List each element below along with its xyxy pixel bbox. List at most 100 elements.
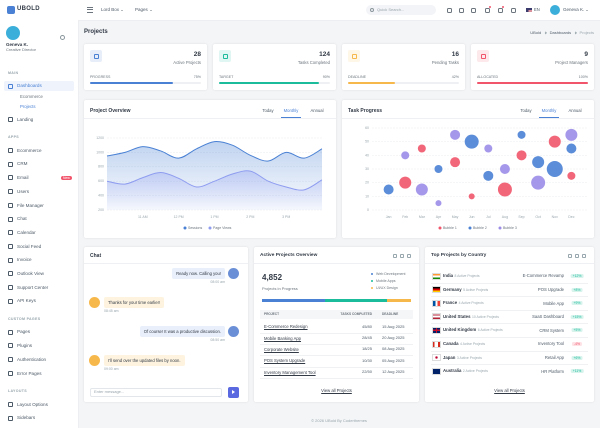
nav-item[interactable]: API Keys bbox=[17, 298, 36, 304]
nav-sub-item[interactable]: Ecommerce bbox=[20, 94, 43, 100]
view-all-link[interactable]: View all Projects bbox=[494, 388, 525, 394]
nav-item[interactable]: Ecommerce bbox=[17, 147, 42, 153]
nav-icon bbox=[8, 202, 13, 208]
user-role: Creative Director bbox=[6, 47, 37, 53]
project-name[interactable]: POS System Upgrade bbox=[264, 358, 306, 364]
notification-dot bbox=[501, 6, 504, 9]
card-action[interactable] bbox=[400, 253, 404, 258]
breadcrumb-item[interactable]: UBold bbox=[530, 30, 542, 35]
nav-section-title: MAIN bbox=[8, 70, 19, 75]
nav-item[interactable]: Chat bbox=[17, 216, 27, 222]
nav-item[interactable]: Authentication bbox=[17, 356, 47, 362]
project-name[interactable]: Corporate Website bbox=[264, 347, 299, 353]
x-tick-label: Dec bbox=[568, 215, 574, 219]
project-name[interactable]: E-Commerce Redesign bbox=[264, 324, 308, 330]
nav-item[interactable]: Users bbox=[17, 188, 29, 194]
stat-card: 9 Project Managers ALLOCATED 100% bbox=[471, 44, 594, 90]
settings-icon[interactable] bbox=[60, 35, 65, 40]
nav-item[interactable]: Error Pages bbox=[17, 370, 42, 376]
nav-item[interactable]: Support Center bbox=[17, 284, 49, 290]
top-project: CRM System bbox=[539, 327, 564, 333]
view-all-link[interactable]: View all Projects bbox=[321, 388, 352, 394]
topbar: Lord Box Pages Quick Search... EN Geneva K. bbox=[78, 0, 600, 21]
nav-item[interactable]: Dashboards bbox=[17, 83, 42, 89]
top-icon[interactable] bbox=[511, 7, 516, 13]
change-badge: +12% bbox=[570, 273, 584, 279]
project-name[interactable]: Inventory Management Tool bbox=[264, 369, 316, 375]
top-menu[interactable]: Pages bbox=[135, 7, 152, 12]
nav-item[interactable]: Layout Options bbox=[17, 401, 48, 407]
tasks-completed: 28/45 bbox=[361, 334, 372, 340]
breadcrumb-item[interactable]: Dashboards bbox=[549, 30, 572, 35]
tab[interactable]: Annual bbox=[310, 108, 324, 114]
nav-item[interactable]: Landing bbox=[17, 116, 34, 122]
top-menu[interactable]: Lord Box bbox=[101, 7, 123, 12]
user-avatar bbox=[550, 5, 560, 15]
card-action[interactable] bbox=[568, 253, 572, 258]
progress-bar bbox=[90, 81, 174, 84]
bubble bbox=[565, 128, 578, 141]
top-icon[interactable] bbox=[498, 7, 503, 13]
project-name[interactable]: Mobile Banking App bbox=[264, 335, 302, 341]
nav-sub-item[interactable]: Projects bbox=[20, 103, 36, 109]
top-icon[interactable] bbox=[447, 7, 452, 13]
nav-item[interactable]: Pages bbox=[17, 329, 31, 335]
nav-item[interactable]: Email bbox=[17, 175, 29, 181]
user-name: Geneva K. bbox=[6, 42, 29, 48]
nav-icon bbox=[8, 161, 13, 167]
nav-item[interactable]: Sidebars bbox=[17, 415, 36, 421]
stat-icon-glyph bbox=[480, 53, 486, 59]
nav-icon bbox=[8, 271, 13, 277]
top-icon[interactable] bbox=[471, 7, 476, 13]
bubble bbox=[383, 184, 394, 195]
nav-icon bbox=[8, 148, 13, 153]
message-input[interactable] bbox=[90, 388, 222, 397]
card-action[interactable] bbox=[575, 253, 579, 258]
nav-item[interactable]: Calendar bbox=[17, 229, 36, 235]
message-time: 09:00 am bbox=[104, 367, 119, 371]
menu-toggle-line bbox=[87, 9, 93, 10]
bubble bbox=[517, 130, 526, 139]
language[interactable]: EN bbox=[534, 7, 540, 13]
card-action[interactable] bbox=[407, 253, 411, 258]
chat-avatar bbox=[89, 355, 100, 366]
nav-icon bbox=[8, 189, 13, 195]
card-action[interactable] bbox=[393, 253, 397, 258]
bubble bbox=[483, 170, 494, 181]
top-project: Retail App bbox=[544, 355, 564, 361]
bubble bbox=[450, 129, 461, 140]
card-action[interactable] bbox=[582, 253, 586, 258]
nav-item[interactable]: File Manager bbox=[17, 202, 44, 208]
top-icon[interactable] bbox=[459, 7, 464, 13]
tab[interactable]: Monthly bbox=[283, 108, 299, 114]
tab[interactable]: Today bbox=[262, 108, 274, 114]
bubble bbox=[435, 200, 442, 207]
menu-toggle[interactable] bbox=[87, 6, 93, 13]
send-button[interactable] bbox=[228, 387, 239, 398]
x-tick-label: 2 PM bbox=[246, 215, 254, 219]
tab[interactable]: Annual bbox=[568, 108, 582, 114]
top-icon[interactable] bbox=[485, 7, 490, 13]
nav-icon bbox=[8, 175, 13, 181]
nav-item[interactable]: Plugins bbox=[17, 343, 33, 349]
nav-item[interactable]: Social Feed bbox=[17, 243, 42, 249]
y-tick-label: 800 bbox=[98, 165, 104, 169]
top-project: HR Platform bbox=[541, 368, 564, 374]
deadline: 12 Aug 2025 bbox=[382, 368, 405, 374]
tab[interactable]: Today bbox=[520, 108, 532, 114]
deadline: 20 Aug 2025 bbox=[382, 334, 405, 340]
task-progress-card: Task Progress Today Monthly Annual 0 10 20 30 40… bbox=[342, 100, 594, 238]
change-badge: -4% bbox=[571, 341, 583, 347]
nav-item[interactable]: Invoice bbox=[17, 257, 32, 263]
user-menu[interactable]: Geneva K. bbox=[563, 7, 588, 12]
country-name: Australia bbox=[443, 368, 462, 374]
search-box[interactable] bbox=[366, 5, 436, 15]
nav-icon bbox=[8, 415, 13, 421]
nav-item[interactable]: Outlook View bbox=[17, 271, 44, 277]
legend-label: Mobile Apps bbox=[376, 278, 396, 283]
tab[interactable]: Monthly bbox=[541, 108, 557, 114]
country-name: Germany bbox=[443, 286, 462, 292]
country-name: Japan bbox=[443, 354, 456, 360]
nav-item[interactable]: CRM bbox=[17, 161, 28, 167]
progress-segment bbox=[262, 299, 325, 302]
